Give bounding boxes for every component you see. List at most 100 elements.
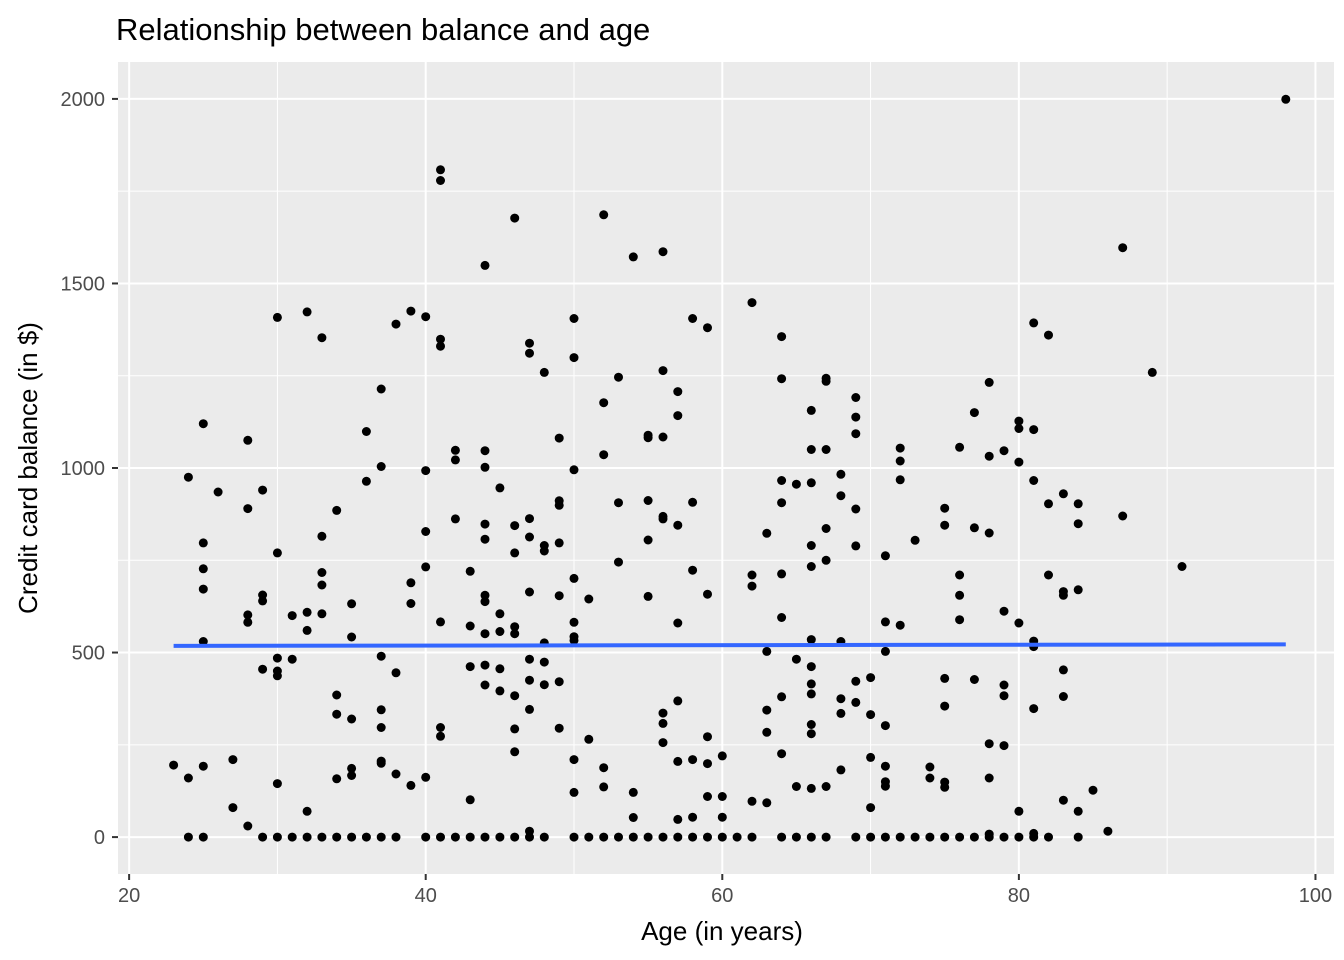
data-point <box>361 832 371 842</box>
data-point <box>910 832 920 842</box>
data-point <box>688 832 698 842</box>
data-point <box>643 496 653 505</box>
data-point <box>1073 519 1083 529</box>
data-point <box>554 433 564 443</box>
data-point <box>525 587 534 597</box>
data-point <box>880 781 890 791</box>
data-point <box>347 714 357 724</box>
data-point <box>317 568 327 577</box>
data-point <box>332 832 342 842</box>
data-point <box>1044 330 1053 340</box>
data-point <box>569 314 579 323</box>
data-point <box>258 664 268 674</box>
data-point <box>1014 618 1024 628</box>
data-point <box>302 625 312 635</box>
data-point <box>332 690 342 700</box>
data-point <box>984 773 994 783</box>
data-point <box>851 832 861 842</box>
data-point <box>762 705 772 715</box>
data-point <box>198 419 208 429</box>
data-point <box>969 408 979 418</box>
data-point <box>347 632 357 642</box>
data-point <box>688 314 698 323</box>
data-point <box>717 812 727 822</box>
data-point <box>599 398 609 408</box>
data-point <box>436 832 445 842</box>
data-point <box>1118 243 1128 253</box>
data-point <box>984 739 994 749</box>
x-tick-label: 100 <box>1299 885 1332 907</box>
data-point <box>569 353 579 363</box>
data-point <box>673 756 683 766</box>
data-point <box>495 627 505 636</box>
data-point <box>510 521 520 531</box>
data-point <box>614 832 623 842</box>
data-point <box>614 372 623 382</box>
data-point <box>821 782 831 791</box>
data-point <box>480 660 490 670</box>
data-point <box>198 584 208 594</box>
x-tick-label: 80 <box>1008 885 1030 907</box>
data-point <box>436 731 445 741</box>
data-point <box>495 686 505 696</box>
data-point <box>243 610 253 620</box>
x-tick-label: 20 <box>118 885 140 907</box>
data-point <box>643 433 653 443</box>
data-point <box>391 668 401 678</box>
data-point <box>806 662 816 672</box>
data-point <box>480 534 490 544</box>
data-point <box>940 832 950 842</box>
data-point <box>480 519 490 529</box>
data-point <box>703 732 712 742</box>
data-point <box>525 704 534 714</box>
data-point <box>554 723 564 733</box>
data-point <box>272 548 282 558</box>
data-point <box>643 535 653 545</box>
data-point <box>510 629 520 639</box>
data-point <box>658 718 668 728</box>
data-point <box>658 247 668 257</box>
data-point <box>999 680 1009 690</box>
y-tick-label: 1500 <box>61 273 106 295</box>
data-point <box>851 541 861 551</box>
data-point <box>806 478 816 488</box>
data-point <box>1014 416 1024 426</box>
data-point <box>747 570 757 580</box>
data-point <box>465 795 475 805</box>
data-point <box>436 341 445 351</box>
data-point <box>717 792 727 801</box>
data-point <box>495 609 505 619</box>
data-point <box>1014 832 1024 842</box>
data-point <box>658 514 668 524</box>
data-point <box>569 755 579 765</box>
data-point <box>777 569 787 579</box>
data-point <box>821 832 831 842</box>
data-point <box>969 523 979 533</box>
data-point <box>1029 318 1039 328</box>
data-point <box>198 832 208 842</box>
data-point <box>880 617 890 627</box>
data-point <box>376 723 386 732</box>
data-point <box>955 570 965 580</box>
data-point <box>1029 832 1039 842</box>
data-point <box>866 710 876 720</box>
data-point <box>347 832 357 842</box>
data-point <box>495 664 505 674</box>
data-point <box>539 546 549 556</box>
data-point <box>747 581 757 591</box>
data-point <box>287 832 297 842</box>
data-point <box>272 671 282 681</box>
data-point <box>391 769 401 779</box>
data-point <box>421 312 431 322</box>
data-point <box>376 758 386 768</box>
data-point <box>1177 562 1187 571</box>
data-point <box>525 338 534 348</box>
data-point <box>599 763 609 773</box>
data-point <box>525 675 534 685</box>
data-point <box>1118 511 1128 521</box>
data-point <box>243 617 253 627</box>
data-point <box>480 260 490 270</box>
y-tick-label: 500 <box>72 643 105 665</box>
data-point <box>673 387 683 397</box>
